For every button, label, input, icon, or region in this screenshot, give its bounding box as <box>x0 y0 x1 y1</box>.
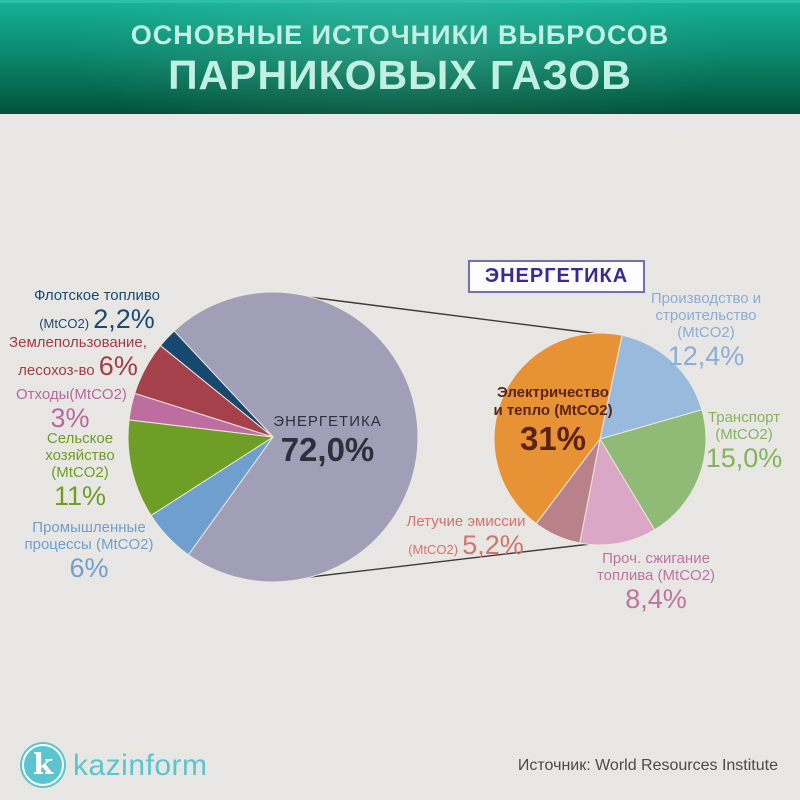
pie-slice <box>599 334 703 440</box>
label-manufacturing-value: 12,4% <box>667 341 745 371</box>
pie-slice <box>579 437 656 546</box>
energy-category-box: ЭНЕРГЕТИКА <box>468 260 645 293</box>
pie-slice <box>127 419 275 517</box>
callout-line-top <box>276 292 600 335</box>
kazinform-wordmark: kazinform <box>73 749 208 782</box>
label-fugitive-emissions: Летучие эмиссии (MtCO2) 5,2% <box>396 513 536 560</box>
label-land-use-line2: лесохоз-во <box>18 362 95 379</box>
main-pie-center-label: ЭНЕРГЕТИКА 72,0% <box>255 413 400 469</box>
header-title-line2: ПАРНИКОВЫХ ГАЗОВ <box>168 52 632 98</box>
label-waste-value: 3% <box>50 403 90 433</box>
label-industrial-line2: процессы (MtCO2) <box>24 536 154 553</box>
energy-category-label: ЭНЕРГЕТИКА <box>484 265 629 287</box>
logo-ring <box>22 744 64 786</box>
label-fugitive-line1: Летучие эмиссии <box>406 513 526 530</box>
pie-slice <box>173 291 419 583</box>
label-transport-unit: (MtCO2) <box>715 426 773 443</box>
kazinform-logo-icon: k <box>20 742 66 788</box>
label-other-fuel-combustion: Проч. сжигание топлива (MtCO2) 8,4% <box>586 550 726 614</box>
source-credit: Источник: World Resources Institute <box>517 757 778 774</box>
label-fugitive-value: 5,2% <box>462 530 524 560</box>
label-industrial-value: 6% <box>69 553 109 583</box>
header-title-line1: ОСНОВНЫЕ ИСТОЧНИКИ ВЫБРОСОВ <box>130 20 670 50</box>
label-marine-fuel-line1: Флотское топливо <box>33 287 161 304</box>
callout-line-bottom <box>275 542 600 582</box>
label-agriculture-line1: Сельское <box>46 430 114 447</box>
label-transport-line1: Транспорт <box>707 409 781 426</box>
detail-pie-center-label: Электричество и тепло (MtCO2) 31% <box>489 384 617 458</box>
label-fugitive-unit: (MtCO2) <box>408 542 459 557</box>
pie-slice <box>493 332 623 525</box>
main-pie <box>127 291 419 583</box>
label-agriculture-line2: хозяйство <box>45 447 115 464</box>
label-manufacturing-construction: Производство и строительство (MtCO2) 12,… <box>630 290 782 371</box>
label-industrial-processes: Промышленные процессы (MtCO2) 6% <box>22 519 156 583</box>
label-other-fuel-line1: Проч. сжигание <box>602 550 710 567</box>
label-waste: Отходы(MtCO2) 3% <box>16 386 127 433</box>
detail-center-line2: и тепло (MtCO2) <box>493 402 613 419</box>
label-marine-fuel-unit: (MtCO2) <box>39 316 90 331</box>
main-pie-center-title: ЭНЕРГЕТИКА <box>273 413 382 430</box>
label-other-fuel-line2: топлива (MtCO2) <box>596 567 716 584</box>
label-transport-value: 15,0% <box>705 443 783 473</box>
label-agriculture-value: 11% <box>53 481 107 511</box>
label-other-fuel-value: 8,4% <box>625 584 687 614</box>
label-land-use: Землепользование, лесохоз-во 6% <box>8 334 148 381</box>
logo-letter: k <box>32 747 54 781</box>
label-land-use-line1: Землепользование, <box>9 334 147 351</box>
label-agriculture: Сельское хозяйство (MtCO2) 11% <box>38 430 122 511</box>
label-manufacturing-line1: Производство и <box>650 290 762 307</box>
label-waste-line1: Отходы(MtCO2) <box>16 386 127 403</box>
detail-center-line1: Электричество <box>497 384 609 401</box>
main-pie-center-value: 72,0% <box>280 431 375 468</box>
label-manufacturing-line2: строительство (MtCO2) <box>655 307 757 341</box>
detail-center-value: 31% <box>519 420 587 457</box>
header-banner: ОСНОВНЫЕ ИСТОЧНИКИ ВЫБРОСОВ ПАРНИКОВЫХ Г… <box>0 0 800 114</box>
label-industrial-line1: Промышленные <box>32 519 146 536</box>
label-agriculture-unit: (MtCO2) <box>51 464 109 481</box>
label-transport: Транспорт (MtCO2) 15,0% <box>694 409 794 473</box>
label-marine-fuel-value: 2,2% <box>93 304 155 334</box>
detail-pie <box>493 332 707 546</box>
label-land-use-value: 6% <box>98 351 138 381</box>
pie-slice <box>159 330 274 438</box>
pie-slice <box>599 409 707 531</box>
label-marine-fuel: Флотское топливо (MtCO2) 2,2% <box>22 287 172 334</box>
